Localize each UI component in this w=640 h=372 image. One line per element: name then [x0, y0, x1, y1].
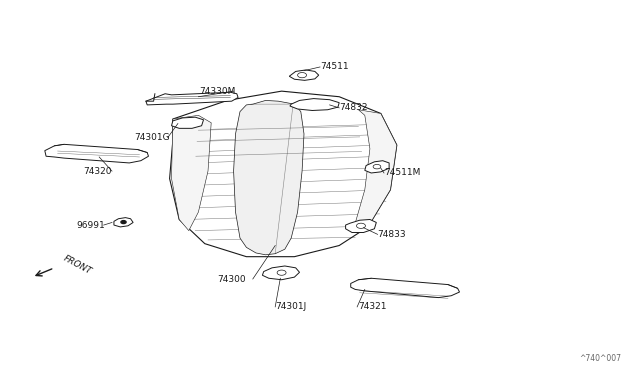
Text: 74301G: 74301G	[134, 133, 170, 142]
Polygon shape	[351, 278, 460, 298]
Text: 74330M: 74330M	[199, 87, 236, 96]
Polygon shape	[290, 99, 339, 110]
Polygon shape	[114, 218, 133, 227]
Text: FRONT: FRONT	[62, 254, 93, 276]
Text: 74832: 74832	[339, 103, 368, 112]
Text: 74511: 74511	[320, 62, 349, 71]
Polygon shape	[170, 91, 397, 257]
Polygon shape	[346, 219, 376, 232]
Text: 74301J: 74301J	[275, 302, 307, 311]
Polygon shape	[262, 266, 300, 280]
Text: 74833: 74833	[378, 230, 406, 239]
Polygon shape	[289, 70, 319, 80]
Text: 96991: 96991	[77, 221, 106, 230]
Polygon shape	[365, 161, 389, 173]
Text: 74300: 74300	[218, 275, 246, 283]
Text: 74320: 74320	[83, 167, 112, 176]
Circle shape	[121, 221, 126, 224]
Polygon shape	[45, 144, 148, 163]
Polygon shape	[172, 117, 204, 128]
Polygon shape	[146, 92, 238, 105]
Polygon shape	[172, 115, 211, 231]
Text: 74321: 74321	[358, 302, 387, 311]
Polygon shape	[234, 100, 304, 255]
Text: 74511M: 74511M	[384, 169, 420, 177]
Text: ^740^007: ^740^007	[579, 354, 621, 363]
Polygon shape	[355, 110, 397, 227]
